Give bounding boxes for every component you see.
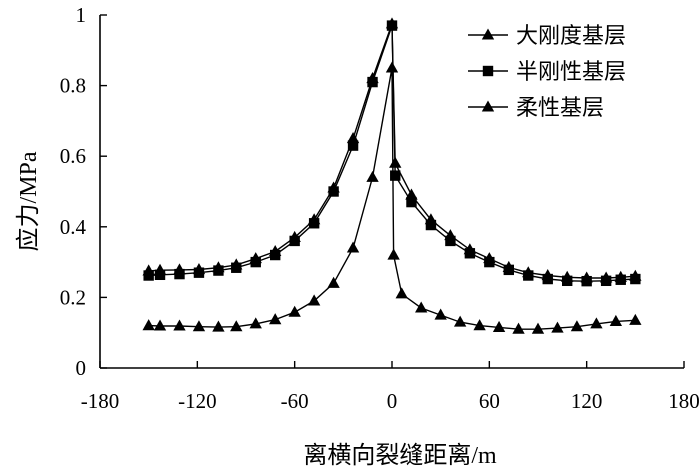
data-point: [308, 218, 320, 229]
x-ticks: -180 -120 -60 0 60 120 180: [81, 361, 700, 413]
legend-label: 半刚性基层: [516, 59, 626, 84]
data-point: [523, 270, 534, 281]
data-point: [615, 274, 626, 285]
data-point: [581, 275, 592, 287]
data-point: [327, 276, 340, 288]
data-point: [346, 241, 360, 253]
data-point: [270, 249, 281, 261]
data-point: [415, 301, 428, 313]
series-line: [148, 67, 636, 330]
data-point: [395, 287, 408, 299]
data-point: [630, 273, 641, 285]
data-point: [173, 319, 186, 331]
data-point: [192, 320, 206, 332]
data-point: [142, 319, 155, 331]
data-point: [562, 275, 573, 287]
data-point: [154, 269, 166, 281]
data-point: [473, 319, 486, 331]
data-point: [503, 264, 514, 276]
series-line: [148, 25, 636, 282]
data-point: [174, 268, 185, 280]
data-point: [143, 270, 154, 281]
y-tick-label: 0.8: [60, 74, 86, 98]
data-point: [289, 235, 300, 247]
data-point: [425, 219, 437, 231]
legend-marker: [481, 100, 495, 112]
data-point: [406, 196, 417, 208]
x-tick-label: 180: [668, 389, 700, 413]
legend-label: 大刚度基层: [516, 23, 626, 48]
data-point: [367, 76, 378, 88]
y-tick-label: 1: [76, 3, 87, 27]
data-point: [346, 132, 360, 144]
data-point: [366, 170, 379, 182]
data-point: [531, 322, 545, 334]
data-point: [390, 170, 401, 181]
data-point: [212, 320, 225, 332]
data-point: [453, 315, 467, 327]
y-axis-title: 应力/MPa: [15, 151, 42, 251]
data-point: [434, 308, 447, 320]
data-point: [249, 317, 262, 329]
data-point: [307, 294, 321, 306]
series-layer: [142, 17, 642, 334]
data-point: [445, 235, 456, 247]
x-tick-label: 60: [479, 389, 500, 413]
data-point: [542, 273, 553, 285]
data-point: [600, 275, 612, 287]
x-tick-label: -180: [81, 389, 120, 413]
legend-item: 柔性基层: [468, 95, 604, 120]
y-tick-label: 0: [76, 356, 87, 380]
data-point: [570, 320, 584, 332]
data-point: [551, 321, 564, 333]
legend-item: 半刚性基层: [468, 59, 626, 84]
y-tick-label: 0.2: [60, 285, 86, 309]
y-ticks: 0 0.2 0.4 0.6 0.8 1: [60, 3, 107, 380]
x-tick-label: 0: [387, 389, 398, 413]
data-point: [250, 256, 261, 268]
data-point: [590, 317, 603, 329]
data-point: [347, 140, 359, 151]
data-point: [153, 319, 167, 331]
x-tick-label: 120: [571, 389, 603, 413]
data-point: [512, 322, 525, 334]
legend-marker: [482, 65, 494, 77]
data-point: [385, 61, 399, 73]
x-tick-label: -120: [178, 389, 217, 413]
legend-label: 柔性基层: [516, 95, 604, 120]
data-point: [609, 314, 623, 326]
data-point: [288, 305, 301, 317]
y-tick-label: 0.4: [60, 215, 87, 239]
data-point: [269, 313, 282, 325]
x-tick-label: -60: [281, 389, 309, 413]
legend-marker: [481, 28, 495, 40]
legend-item: 大刚度基层: [468, 23, 626, 48]
y-tick-label: 0.6: [60, 144, 86, 168]
data-point: [230, 320, 243, 332]
data-point: [464, 248, 476, 259]
data-point: [386, 20, 398, 31]
data-point: [193, 267, 205, 278]
data-point: [213, 265, 224, 276]
x-axis-title: 离横向裂缝距离/m: [303, 442, 497, 469]
data-point: [231, 262, 242, 273]
series-3: [142, 61, 642, 334]
series-2: [143, 20, 641, 287]
data-point: [484, 256, 495, 268]
data-point: [492, 320, 506, 332]
data-point: [387, 248, 400, 260]
data-point: [629, 313, 642, 325]
data-point: [328, 186, 339, 197]
